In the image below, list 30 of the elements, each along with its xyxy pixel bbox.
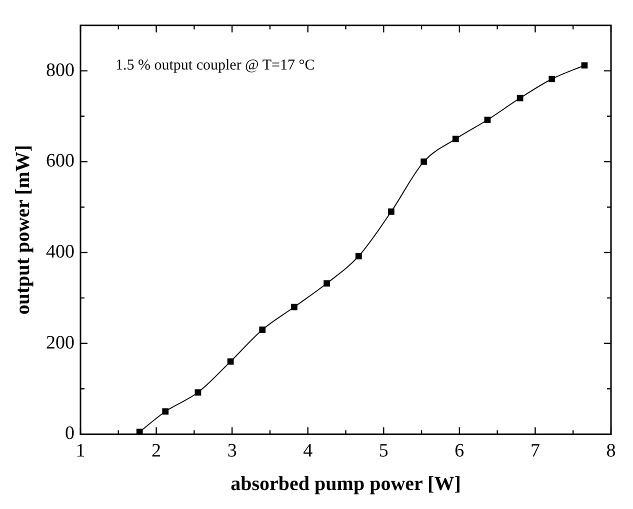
y-tick-label: 600 bbox=[46, 150, 74, 172]
point bbox=[548, 76, 556, 82]
y-tick-label: 0 bbox=[65, 423, 74, 444]
x-tick-label: 3 bbox=[227, 440, 237, 462]
point bbox=[136, 428, 143, 434]
y-tick-label: 800 bbox=[46, 60, 74, 81]
x-tick-label: 8 bbox=[606, 440, 616, 462]
point bbox=[388, 208, 394, 215]
x-tick-label: 1 bbox=[76, 440, 86, 462]
point bbox=[355, 252, 362, 260]
point bbox=[162, 408, 169, 415]
y-axis-title: output power [mW] bbox=[12, 144, 34, 315]
point bbox=[324, 280, 330, 287]
point bbox=[581, 62, 588, 69]
x-tick-label: 7 bbox=[530, 440, 540, 462]
point bbox=[516, 94, 524, 102]
point bbox=[291, 304, 298, 310]
point bbox=[259, 326, 266, 333]
x-tick-label: 6 bbox=[454, 440, 464, 462]
annotation: 1.5 % output coupler @ T=17 °C bbox=[116, 57, 315, 74]
point bbox=[484, 116, 491, 124]
point bbox=[420, 158, 427, 165]
y-tick-label: 400 bbox=[46, 241, 74, 262]
x-axis-title: absorbed pump power [W] bbox=[230, 473, 461, 496]
point bbox=[194, 389, 202, 396]
x-tick-label: 5 bbox=[378, 440, 388, 462]
point bbox=[452, 136, 459, 142]
y-tick-label: 200 bbox=[46, 332, 74, 354]
x-tick-label: 4 bbox=[303, 440, 314, 462]
x-tick-label: 2 bbox=[152, 440, 162, 462]
